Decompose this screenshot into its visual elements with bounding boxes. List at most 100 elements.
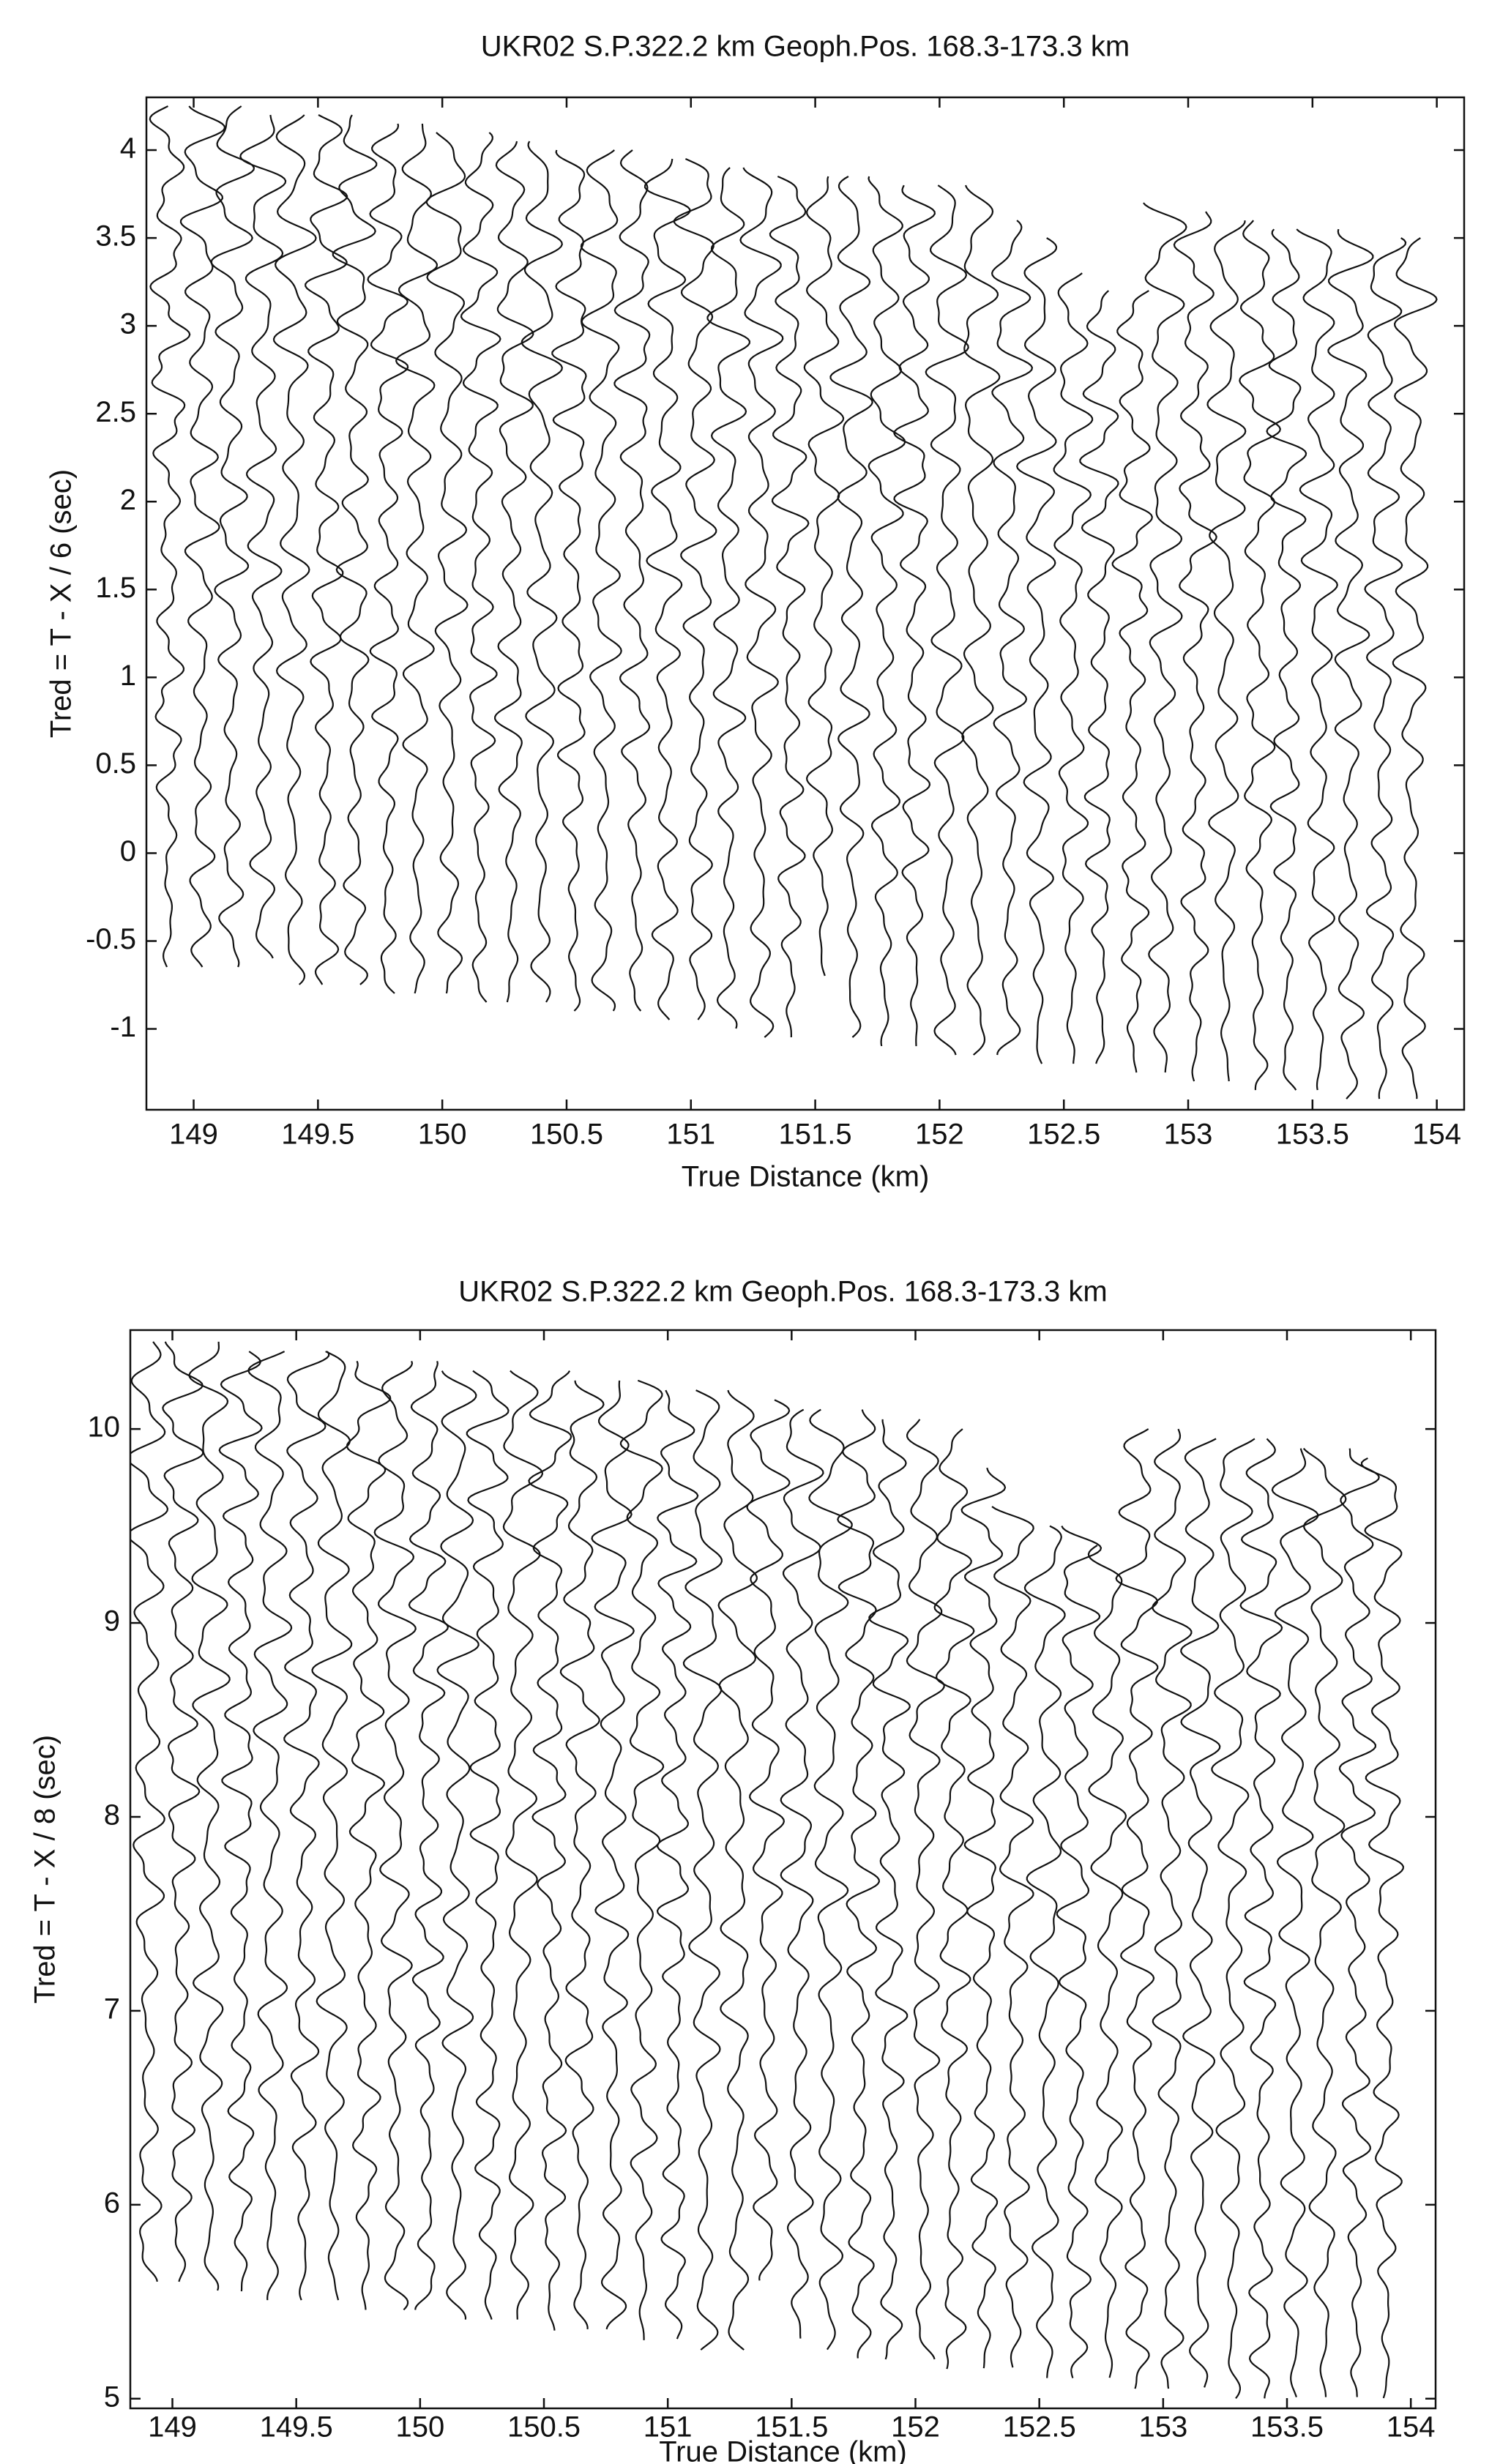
seismic-trace: [837, 1409, 880, 2359]
x-tick-label: 149.5: [281, 1119, 354, 1151]
seismic-trace: [346, 1361, 392, 2310]
seismic-trace: [991, 1506, 1034, 2368]
seismic-trace: [803, 176, 845, 977]
seismic-trace: [1180, 1438, 1221, 2388]
y-tick-label: 3.5: [95, 220, 136, 253]
x-tick-label: 150.5: [507, 2411, 581, 2444]
seismic-trace: [521, 141, 563, 1003]
seismic-trace: [130, 1341, 168, 2282]
seismic-trace: [283, 1351, 330, 2301]
seismic-trace: [906, 1419, 945, 2360]
seismic-trace: [551, 149, 587, 1012]
seismic-trace: [305, 114, 348, 985]
x-axis-label: True Distance (km): [682, 1161, 930, 1193]
y-tick-label: 8: [104, 1799, 120, 1832]
seismic-trace: [239, 114, 287, 959]
x-tick-label: 151: [666, 1119, 715, 1151]
seismic-trace: [1211, 1438, 1256, 2400]
seismic-trace: [1016, 237, 1058, 1064]
seismic-trace: [162, 1341, 204, 2282]
seismic-trace: [961, 184, 1001, 1056]
seismic-trace: [1079, 290, 1119, 1064]
seismic-trace: [1338, 1448, 1380, 2397]
y-tick-label: 0: [120, 835, 136, 867]
x-tick-label: 152.5: [1027, 1119, 1100, 1151]
y-tick-label: 9: [104, 1605, 120, 1638]
seismic-trace: [591, 1380, 635, 2330]
x-tick-label: 153.5: [1250, 2411, 1324, 2444]
seismic-trace: [1056, 1526, 1103, 2378]
seismic-trace: [829, 176, 873, 1038]
x-tick-label: 152.5: [1003, 2411, 1076, 2444]
y-tick-label: 7: [104, 1993, 120, 2025]
chart-panel: UKR02 S.P.322.2 km Geoph.Pos. 168.3-173.…: [45, 31, 1466, 1193]
seismic-trace: [247, 1351, 293, 2301]
seismic-trace: [179, 105, 226, 968]
x-tick-label: 149: [148, 2411, 197, 2444]
y-axis-label: Tred = T - X / 6 (sec): [45, 469, 78, 738]
plot-frame: [129, 1329, 1437, 2410]
seismic-trace: [408, 1361, 449, 2310]
seismic-trace: [1152, 1428, 1193, 2389]
seismic-trace: [868, 176, 906, 1047]
seismic-trace: [746, 1399, 791, 2281]
y-tick-label: 10: [88, 1411, 121, 1444]
seismic-trace: [1360, 1457, 1404, 2399]
x-tick-label: 151.5: [779, 1119, 852, 1151]
plot-frame: [145, 96, 1466, 1111]
x-axis-label: True Distance (km): [659, 2436, 907, 2464]
seismic-trace: [1173, 211, 1217, 1082]
seismic-trace: [210, 105, 255, 968]
x-tick-label: 151: [643, 2411, 693, 2444]
y-tick-label: 2: [120, 484, 136, 516]
x-tick-label: 152: [915, 1119, 964, 1151]
y-tick-label: 4: [120, 132, 136, 165]
x-tick-label: 152: [891, 2411, 940, 2444]
seismic-trace: [425, 132, 469, 994]
seismic-trace: [868, 1419, 911, 2360]
seismic-trace: [1111, 290, 1153, 1073]
y-tick-label: 1.5: [95, 572, 136, 604]
y-tick-label: 2.5: [95, 396, 136, 428]
y-tick-label: -1: [110, 1011, 136, 1043]
y-tick-label: 3: [120, 308, 136, 340]
seismic-trace: [272, 114, 317, 985]
seismic-trace: [933, 1428, 975, 2370]
seismic-trace: [769, 175, 810, 1038]
seismic-trace: [893, 184, 936, 1047]
seismic-trace: [367, 123, 409, 994]
seismic-trace: [656, 1389, 699, 2340]
x-tick-label: 154: [1412, 1119, 1461, 1151]
chart-title: UKR02 S.P.322.2 km Geoph.Pos. 168.3-173.…: [458, 1276, 1107, 1308]
x-tick-label: 151.5: [755, 2411, 828, 2444]
x-tick-label: 149: [169, 1119, 218, 1151]
seismic-trace: [991, 220, 1033, 1056]
x-tick-label: 150.5: [530, 1119, 603, 1151]
seismic-trace: [706, 167, 750, 1029]
y-tick-label: 6: [104, 2187, 120, 2219]
seismic-trace: [494, 141, 534, 1003]
seismic-trace: [580, 149, 622, 1012]
seismic-trace: [436, 1370, 480, 2320]
seismic-trace: [466, 1370, 510, 2320]
seismic-trace: [673, 157, 717, 1020]
chart-panel: UKR02 S.P.322.2 km Geoph.Pos. 168.3-173.…: [29, 1276, 1437, 2464]
seismic-trace: [1271, 1448, 1319, 2397]
seismic-trace: [460, 132, 501, 1003]
seismic-trace: [188, 1341, 231, 2291]
x-tick-label: 150: [395, 2411, 444, 2444]
seismic-trace: [395, 123, 438, 994]
x-tick-label: 150: [418, 1119, 467, 1151]
seismic-trace: [1023, 1525, 1066, 2378]
seismic-trace: [1053, 272, 1094, 1064]
seismic-trace: [1364, 237, 1407, 1100]
seismic-trace: [780, 1408, 824, 2339]
y-tick-label: 1: [120, 660, 136, 692]
seismic-trace: [502, 1370, 543, 2320]
seismic-trace: [1296, 228, 1338, 1091]
seismic-trace: [1327, 228, 1374, 1100]
seismic-trace: [1143, 202, 1187, 1073]
x-tick-label: 153: [1138, 2411, 1187, 2444]
seismic-trace: [1392, 237, 1438, 1100]
